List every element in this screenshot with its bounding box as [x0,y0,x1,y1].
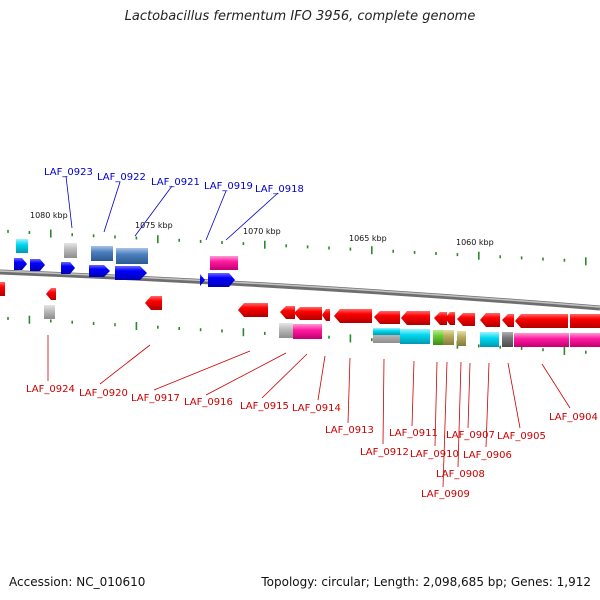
gene-forward-4 [89,265,110,277]
label-laf-0924: LAF_0924 [26,384,75,395]
gene-reverse-17 [570,314,600,328]
label-laf-0921: LAF_0921 [151,177,200,188]
gene-cyan-3 [400,329,430,344]
gene-reverse-7 [322,309,330,321]
forward-gene-labels: LAF_0923 LAF_0922 LAF_0921 LAF_0919 LAF_… [44,167,304,195]
label-laf-0911: LAF_0911 [389,428,438,439]
scale-label-1080: 1080 kbp [30,211,68,220]
label-laf-0909: LAF_0909 [421,489,470,500]
gene-magenta-3 [514,333,569,347]
gene-reverse-12 [445,312,455,325]
scale-label-1060: 1060 kbp [456,238,494,247]
gene-cyan-2 [373,328,400,335]
gene-olive-2 [457,331,466,346]
gene-reverse-3 [145,296,162,310]
label-laf-0915: LAF_0915 [240,401,289,412]
gene-reverse-4 [238,303,268,317]
scale-labels: 1080 kbp 1075 kbp 1070 kbp 1065 kbp 1060… [30,211,494,247]
label-laf-0905: LAF_0905 [497,431,546,442]
reverse-genes [0,282,600,347]
label-laf-0919: LAF_0919 [204,181,253,192]
label-laf-0923: LAF_0923 [44,167,93,178]
reverse-gene-labels: LAF_0924 LAF_0920 LAF_0917 LAF_0916 LAF_… [26,384,598,500]
label-laf-0920: LAF_0920 [79,388,128,399]
gene-darkgrey-1 [502,332,513,347]
gene-cyan-1 [16,239,28,253]
top-tick-track [7,229,587,266]
gene-forward-6 [200,274,205,286]
label-laf-0912: LAF_0912 [360,447,409,458]
reverse-leader-lines [47,335,571,488]
gene-cyan-4 [480,332,499,347]
gene-reverse-14 [480,313,500,327]
map-title: Lactobacillus fermentum IFO 3956, comple… [124,9,476,24]
label-laf-0907: LAF_0907 [446,430,495,441]
gene-magenta-1 [210,256,238,270]
gene-reverse-10 [401,311,430,325]
gene-forward-2 [30,259,45,271]
gene-forward-3 [61,262,75,274]
scale-label-1075: 1075 kbp [135,221,173,230]
gene-reverse-9 [374,311,400,324]
gene-reverse-15 [502,314,514,327]
gene-forward-7 [208,273,235,287]
label-laf-0922: LAF_0922 [97,172,146,183]
accession-text: Accession: NC_010610 [9,575,146,589]
label-laf-0918: LAF_0918 [255,184,304,195]
gene-reverse-8 [334,309,372,323]
gene-reverse-16 [515,314,568,328]
gene-grey-2 [44,305,55,319]
gene-grey-3 [279,323,293,338]
label-laf-0916: LAF_0916 [184,397,233,408]
label-laf-0914: LAF_0914 [292,403,341,414]
gene-grey-1 [64,243,77,258]
gene-forward-5 [115,266,147,280]
label-laf-0917: LAF_0917 [131,393,180,404]
forward-leader-lines [65,175,279,241]
gene-green-1 [433,330,443,345]
label-laf-0910: LAF_0910 [410,449,459,460]
gene-reverse-5 [280,306,295,319]
gene-reverse-13 [457,313,475,326]
scale-label-1070: 1070 kbp [243,227,281,236]
gene-steel-1 [91,246,113,261]
gene-magenta-2 [293,324,322,339]
gene-steel-2 [116,248,148,264]
genome-backbone-highlight [0,270,600,308]
label-laf-0913: LAF_0913 [325,425,374,436]
genome-backbone [0,269,600,311]
gene-reverse-2 [46,288,56,300]
gene-reverse-6 [294,307,322,320]
label-laf-0906: LAF_0906 [463,450,512,461]
gene-reverse-11 [434,312,447,325]
gene-olive-1 [443,330,454,345]
scale-label-1065: 1065 kbp [349,234,387,243]
gene-reverse-1 [0,282,5,296]
gene-forward-1 [14,258,27,270]
gene-magenta-4 [570,333,600,347]
label-laf-0908: LAF_0908 [436,469,485,480]
label-laf-0904: LAF_0904 [549,412,598,423]
forward-genes [14,239,238,287]
genome-summary-text: Topology: circular; Length: 2,098,685 bp… [261,575,591,589]
